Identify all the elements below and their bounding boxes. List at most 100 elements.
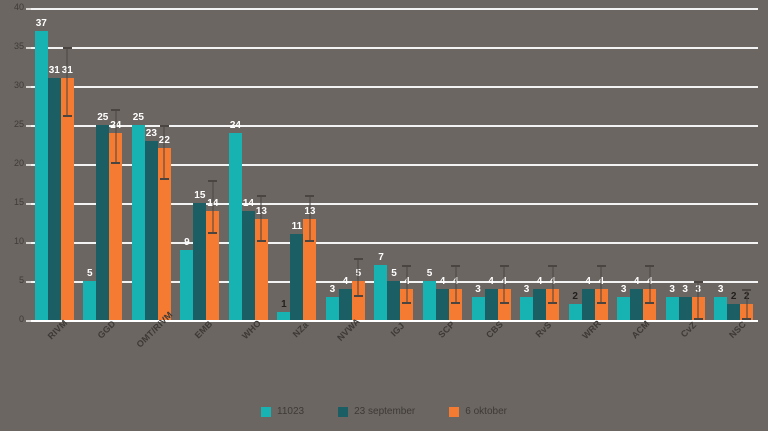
- x-label-cell: NVWA: [321, 316, 370, 384]
- bar[interactable]: 3: [617, 284, 631, 320]
- y-tick-label: 20: [13, 158, 24, 168]
- x-label-cell: EMB: [176, 319, 225, 384]
- bar[interactable]: 5: [423, 268, 437, 320]
- bar-value-label: 3: [475, 283, 481, 295]
- bar-slot: 4: [546, 8, 560, 320]
- error-bar-cap-bottom: [111, 162, 121, 164]
- y-tick-label: 0: [18, 314, 24, 324]
- bars-layer: 3731315252425232291514241413111133457545…: [30, 8, 758, 320]
- bar[interactable]: 4: [630, 276, 644, 320]
- bar[interactable]: 3: [325, 284, 339, 320]
- bar-slot: 1: [277, 8, 291, 320]
- x-label-cell: RIVM: [30, 318, 79, 384]
- bar[interactable]: 37: [34, 18, 48, 320]
- gridline-35: [30, 47, 758, 49]
- bar-slot: 4: [497, 8, 511, 320]
- bar-slot: 3: [678, 8, 692, 320]
- bar-value-label: 23: [145, 127, 157, 139]
- error-bar-cap-bottom: [256, 240, 266, 242]
- error-bar-cap-top: [499, 265, 509, 268]
- x-label-cell: RvS: [515, 320, 564, 384]
- x-axis-tick-label: ACM: [629, 318, 652, 341]
- x-axis-tick-label: SCP: [435, 319, 457, 340]
- bar[interactable]: 3: [520, 284, 534, 320]
- bar[interactable]: 3: [471, 284, 485, 320]
- bar[interactable]: 9: [180, 237, 194, 320]
- error-bar-cap-top: [208, 179, 218, 182]
- error-bar-cap-top: [548, 265, 558, 268]
- gridline-25: [30, 125, 758, 127]
- error-bar-cap-top: [305, 195, 315, 198]
- error-bar-cap-top: [353, 257, 363, 260]
- bar[interactable]: 4: [436, 276, 450, 320]
- bar[interactable]: 3: [678, 284, 692, 320]
- bar[interactable]: 2: [727, 291, 741, 320]
- legend-label: 6 oktober: [465, 406, 507, 417]
- bar-value-label: 7: [378, 252, 384, 264]
- bar-group: 5 2524: [79, 8, 128, 320]
- bar-group: 333: [661, 8, 710, 320]
- legend-label: 23 september: [354, 406, 416, 417]
- bar-slot: 7: [374, 8, 388, 320]
- x-axis-tick-label: CBS: [484, 319, 506, 341]
- bar-value-label: 4: [585, 275, 591, 287]
- bar[interactable]: 1: [277, 299, 291, 320]
- bar[interactable]: 5: [387, 268, 401, 320]
- bar[interactable]: 3: [665, 284, 679, 320]
- error-bar-cap-bottom: [499, 302, 509, 305]
- error-bar: [208, 179, 218, 235]
- bar[interactable]: 2: [568, 291, 582, 320]
- bar-slot: 4: [449, 8, 463, 320]
- legend-swatch-icon: [338, 406, 349, 417]
- bar-slot: 37: [34, 8, 48, 320]
- bar-group: 252322: [127, 8, 176, 320]
- bar[interactable]: 5: [83, 268, 97, 320]
- bar[interactable]: 7: [374, 252, 388, 320]
- x-label-cell: WRR: [564, 318, 613, 384]
- x-label-cell: NZa: [273, 320, 322, 384]
- bar-value-label: 24: [229, 119, 241, 131]
- bar-slot: 22: [157, 8, 171, 320]
- y-tick-label: 10: [13, 236, 24, 246]
- legend-item[interactable]: 23 september: [338, 406, 415, 417]
- bar[interactable]: 4: [338, 276, 352, 320]
- bar-value-label: 25: [132, 112, 144, 123]
- bar-slot: 24: [228, 8, 242, 320]
- bar-group: 344: [467, 8, 516, 320]
- bar[interactable]: 11: [290, 221, 304, 320]
- bar-slot: 5: [423, 8, 437, 320]
- bar-slot: 4: [533, 8, 547, 320]
- bar[interactable]: 4: [533, 276, 547, 320]
- bar[interactable]: 4: [581, 276, 595, 320]
- bar[interactable]: 25: [96, 112, 110, 320]
- bar-group: 544: [418, 8, 467, 320]
- x-axis-tick-label: WHO: [240, 318, 264, 342]
- bar-slot: 31: [60, 8, 74, 320]
- bar-slot: 4: [594, 8, 608, 320]
- bar[interactable]: 14: [241, 198, 255, 320]
- bar-slot: 24: [109, 8, 123, 320]
- bar-slot: 13: [254, 8, 268, 320]
- bar-group: 345: [321, 8, 370, 320]
- bar[interactable]: 23: [144, 128, 158, 320]
- x-label-cell: SCP: [418, 319, 467, 384]
- bar[interactable]: 25: [131, 112, 145, 320]
- bar-slot: 4: [400, 8, 414, 320]
- error-bar: [111, 109, 121, 164]
- bar[interactable]: 4: [484, 276, 498, 320]
- y-tick-label: 35: [13, 41, 24, 51]
- bar[interactable]: 15: [193, 190, 207, 320]
- bar-value-label: 5: [426, 268, 433, 279]
- bar-slot: 3: [325, 8, 339, 320]
- bar[interactable]: 31: [47, 65, 61, 320]
- legend-item[interactable]: 11023: [261, 406, 304, 417]
- x-label-cell: OMT/RIVM: [127, 310, 176, 384]
- x-axis-tick-label: NSC: [726, 319, 748, 341]
- bar[interactable]: 24: [228, 120, 242, 320]
- bar[interactable]: 3: [714, 284, 728, 320]
- legend-item[interactable]: 6 oktober: [449, 406, 507, 417]
- y-tick-mark: [26, 8, 31, 10]
- gridline-10: [30, 242, 758, 244]
- bar-slot: 5: [387, 8, 401, 320]
